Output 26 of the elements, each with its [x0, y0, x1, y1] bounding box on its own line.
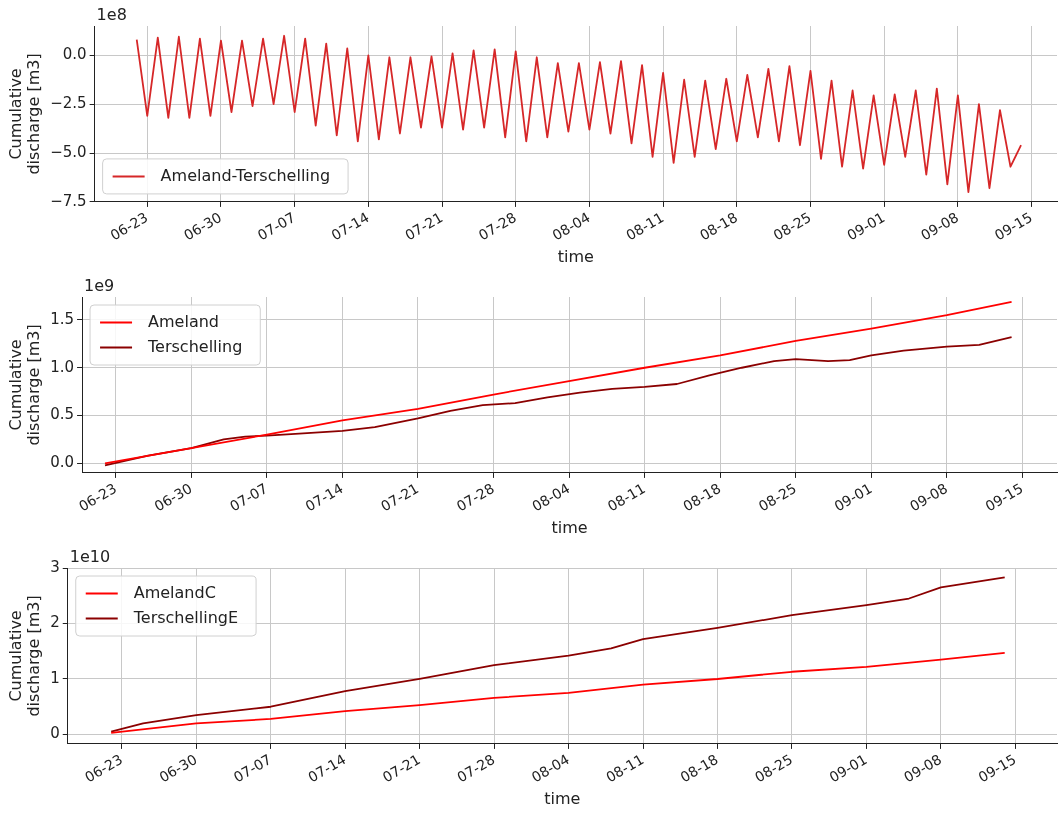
text: 1e8	[96, 5, 127, 25]
y-tick-label: 1	[50, 668, 60, 687]
y-tick-label: −2.5	[50, 94, 87, 113]
x-axis-title: time	[557, 246, 594, 266]
text: 1e9	[84, 276, 115, 296]
legend-label: Ameland-Terschelling	[160, 165, 331, 185]
x-axis-title: time	[544, 788, 581, 808]
y-axis-title: Cumulative discharge [m3]	[5, 324, 43, 446]
legend-label: Terschelling	[147, 336, 243, 356]
legend-label: AmelandC	[133, 582, 216, 602]
y-tick-label: 2	[50, 613, 60, 632]
y-tick-label: 1.5	[50, 309, 75, 328]
y-tick-label: −7.5	[50, 191, 87, 210]
y-tick-label: 3	[50, 557, 60, 576]
y-tick-label: 0	[50, 724, 60, 743]
y-tick-label: −5.0	[50, 142, 87, 161]
y-tick-label: 0.0	[50, 453, 75, 472]
y-axis-title: Cumulative discharge [m3]	[5, 53, 43, 175]
y-axis-title: Cumulative discharge [m3]	[5, 595, 43, 717]
text: 1e10	[69, 547, 111, 567]
y-tick-label: 0.0	[62, 45, 87, 64]
legend-label: Ameland	[148, 311, 219, 331]
legend-label: TerschellingE	[132, 607, 239, 627]
x-axis-title: time	[551, 517, 588, 537]
y-tick-label: 1.0	[50, 357, 75, 376]
y-tick-label: 0.5	[50, 405, 75, 424]
